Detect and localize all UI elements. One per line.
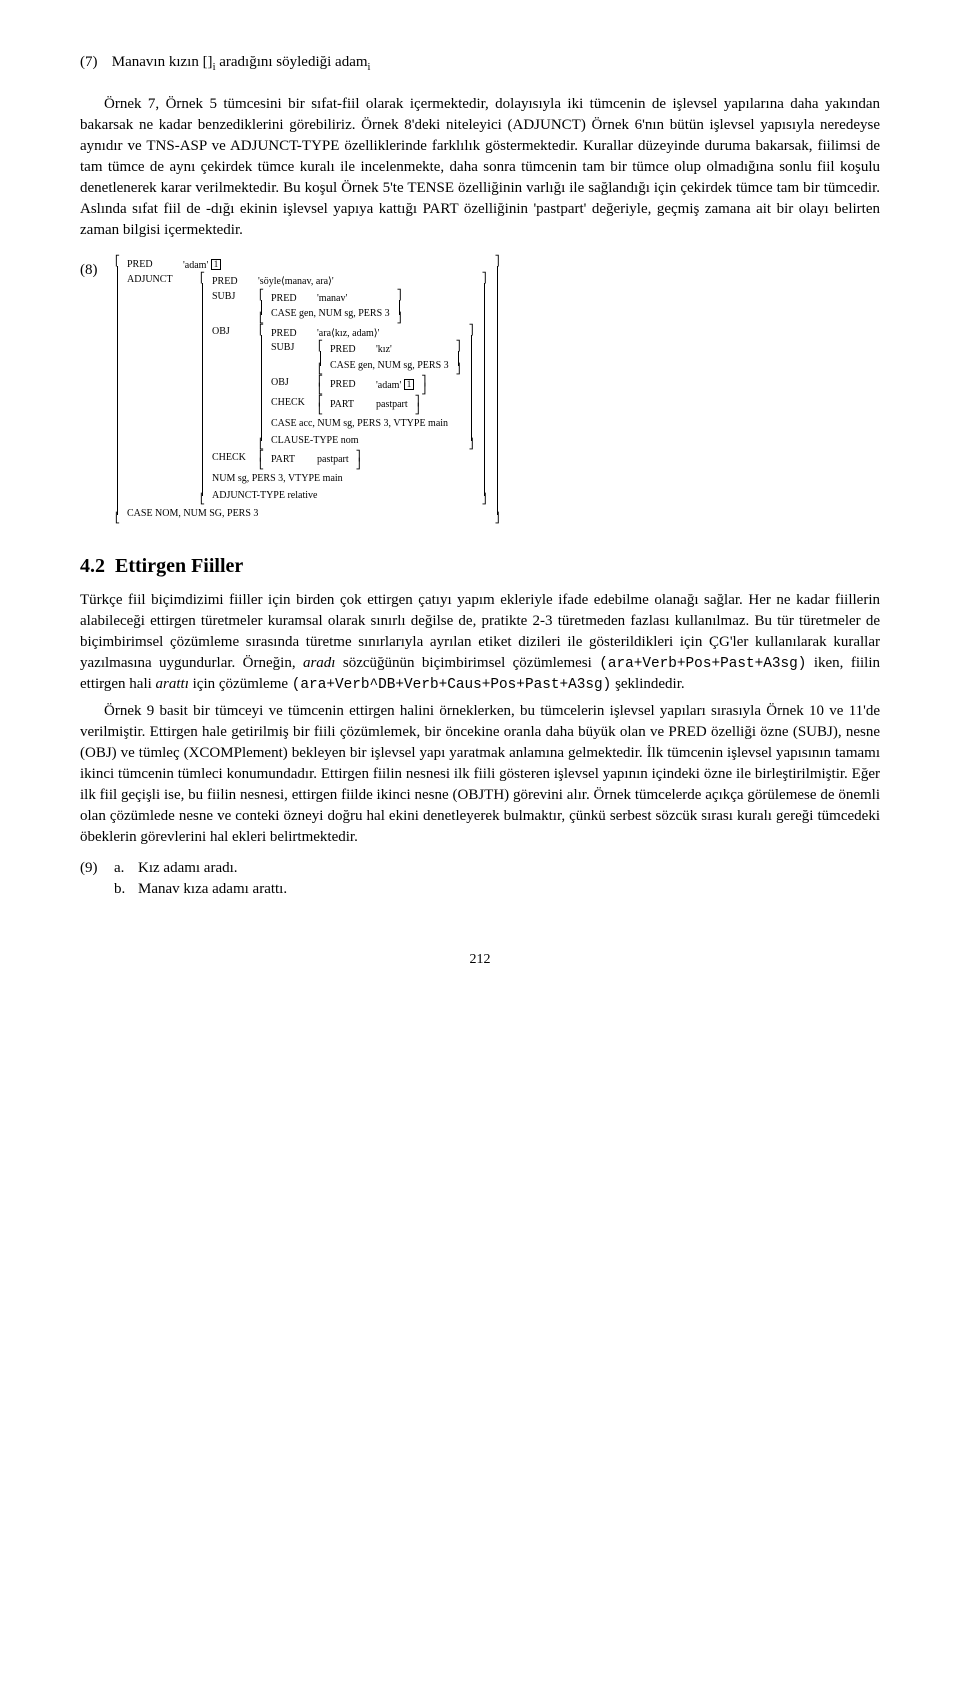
example-9: (9) a. Kız adamı aradı. b. Manav kıza ad…: [80, 858, 880, 900]
bracket-right-icon: ⎤⎦: [481, 274, 488, 505]
paragraph-2: Türkçe fiil biçimdizimi fiiller için bir…: [80, 590, 880, 695]
bracket-left-icon: ⎡⎣: [317, 377, 324, 395]
bracket-left-icon: ⎡⎣: [317, 397, 324, 415]
page-number: 212: [80, 950, 880, 970]
bracket-right-icon: ⎤⎦: [420, 377, 427, 395]
example-7: (7) Manavın kızın []i aradığını söylediğ…: [80, 52, 880, 76]
avm-outer: ⎡⎣ PRED 'adam' 1 ADJUNCT ⎡⎣ PRED 'söy: [114, 257, 501, 524]
bracket-left-icon: ⎡⎣: [199, 274, 206, 505]
bracket-left-icon: ⎡⎣: [114, 257, 121, 524]
bracket-right-icon: ⎤⎦: [355, 452, 362, 470]
bracket-right-icon: ⎤⎦: [414, 397, 421, 415]
example-8-avm: (8) ⎡⎣ PRED 'adam' 1 ADJUNCT ⎡⎣ PRED: [80, 257, 880, 524]
paragraph-3: Örnek 9 basit bir tümceyi ve tümcenin et…: [80, 701, 880, 848]
bracket-left-icon: ⎡⎣: [258, 291, 265, 324]
bracket-right-icon: ⎤⎦: [396, 291, 403, 324]
bracket-left-icon: ⎡⎣: [258, 452, 265, 470]
bracket-right-icon: ⎤⎦: [455, 342, 462, 375]
example-8-num: (8): [80, 257, 114, 280]
example-7-num: (7): [80, 52, 108, 73]
bracket-left-icon: ⎡⎣: [258, 326, 265, 451]
bracket-right-icon: ⎤⎦: [468, 326, 475, 451]
example-7-text: Manavın kızın []i aradığını söylediği ad…: [112, 54, 371, 70]
bracket-left-icon: ⎡⎣: [317, 342, 324, 375]
bracket-right-icon: ⎤⎦: [494, 257, 501, 524]
paragraph-1: Örnek 7, Örnek 5 tümcesini bir sıfat-fii…: [80, 94, 880, 241]
section-4-2-heading: 4.2 Ettirgen Fiiller: [80, 552, 880, 580]
